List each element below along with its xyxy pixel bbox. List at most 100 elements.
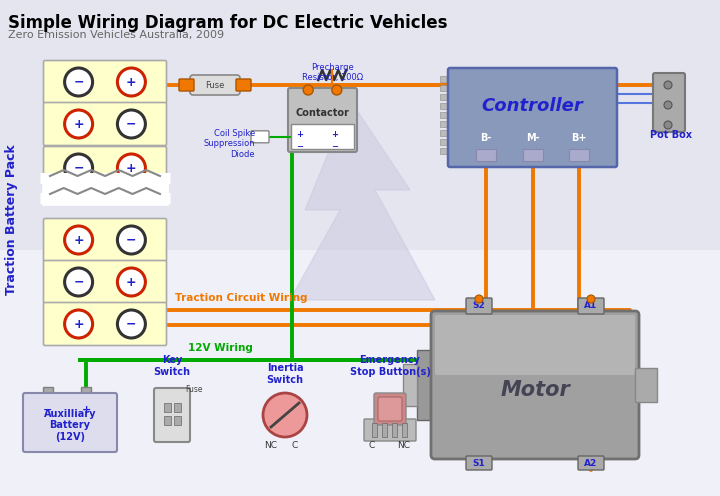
Circle shape <box>117 310 145 338</box>
Text: +: + <box>126 275 137 289</box>
FancyBboxPatch shape <box>190 75 240 95</box>
Bar <box>164 416 171 425</box>
Bar <box>440 139 450 145</box>
Text: Key
Switch: Key Switch <box>153 356 191 377</box>
Text: Traction Battery Pack: Traction Battery Pack <box>6 145 19 296</box>
FancyBboxPatch shape <box>43 103 166 145</box>
Circle shape <box>117 110 145 138</box>
Bar <box>440 121 450 127</box>
Text: +: + <box>73 118 84 130</box>
Circle shape <box>117 154 145 182</box>
Text: Precharge
Resistor, 100Ω: Precharge Resistor, 100Ω <box>302 62 363 82</box>
Bar <box>523 149 542 161</box>
Text: +: + <box>73 317 84 330</box>
Circle shape <box>664 121 672 129</box>
Bar <box>440 112 450 118</box>
FancyBboxPatch shape <box>251 131 269 143</box>
Text: S2: S2 <box>472 302 485 310</box>
Text: +: + <box>81 405 91 415</box>
Bar <box>440 94 450 100</box>
Text: M-: M- <box>526 133 539 143</box>
Text: Traction Circuit Wiring: Traction Circuit Wiring <box>175 293 307 303</box>
Circle shape <box>664 101 672 109</box>
FancyBboxPatch shape <box>578 298 604 314</box>
Text: +: + <box>126 75 137 88</box>
Circle shape <box>65 68 93 96</box>
Text: −: − <box>126 118 137 130</box>
Circle shape <box>65 310 93 338</box>
Bar <box>392 423 397 437</box>
FancyBboxPatch shape <box>43 146 166 189</box>
FancyBboxPatch shape <box>378 397 402 421</box>
Text: Emergency
Stop Button(s): Emergency Stop Button(s) <box>350 356 431 377</box>
FancyBboxPatch shape <box>435 315 635 375</box>
Text: Fuse: Fuse <box>185 385 203 394</box>
Bar <box>477 149 496 161</box>
Bar <box>440 76 450 82</box>
Text: NC: NC <box>264 441 277 450</box>
Bar <box>440 148 450 154</box>
Text: C: C <box>369 441 375 450</box>
Text: Fuse: Fuse <box>205 80 225 89</box>
Text: 12V Wiring: 12V Wiring <box>188 343 253 353</box>
Bar <box>417 350 435 420</box>
Text: A2: A2 <box>585 459 598 469</box>
Circle shape <box>65 154 93 182</box>
Text: Inertia
Switch: Inertia Switch <box>266 364 304 385</box>
Text: Controller: Controller <box>482 97 583 115</box>
Circle shape <box>332 85 342 95</box>
Bar <box>440 130 450 136</box>
Text: A1: A1 <box>585 302 598 310</box>
Bar <box>174 403 181 412</box>
Text: Motor: Motor <box>500 380 570 400</box>
Text: −: − <box>297 142 304 151</box>
FancyBboxPatch shape <box>43 61 166 104</box>
Bar <box>0 250 720 496</box>
Text: −: − <box>73 162 84 175</box>
Text: −: − <box>73 75 84 88</box>
Bar <box>402 423 407 437</box>
Text: −: − <box>331 142 338 151</box>
Circle shape <box>117 68 145 96</box>
Bar <box>372 423 377 437</box>
Text: Zero Emission Vehicles Australia, 2009: Zero Emission Vehicles Australia, 2009 <box>8 30 224 40</box>
Bar <box>42 387 53 395</box>
FancyBboxPatch shape <box>288 88 357 152</box>
Text: −: − <box>42 405 52 415</box>
Circle shape <box>65 226 93 254</box>
FancyBboxPatch shape <box>23 393 117 452</box>
Circle shape <box>664 81 672 89</box>
Circle shape <box>587 295 595 303</box>
Bar <box>0 0 720 250</box>
FancyBboxPatch shape <box>179 79 194 91</box>
Bar <box>440 85 450 91</box>
Text: C: C <box>292 441 298 450</box>
Text: S1: S1 <box>472 459 485 469</box>
Text: +: + <box>331 130 338 139</box>
Bar <box>382 423 387 437</box>
Circle shape <box>65 268 93 296</box>
FancyBboxPatch shape <box>154 388 190 442</box>
Text: −: − <box>73 275 84 289</box>
FancyBboxPatch shape <box>236 79 251 91</box>
FancyBboxPatch shape <box>364 419 416 441</box>
Bar <box>635 368 657 402</box>
Polygon shape <box>290 100 435 300</box>
Text: B-: B- <box>481 133 492 143</box>
Circle shape <box>263 393 307 437</box>
Bar <box>164 403 171 412</box>
FancyBboxPatch shape <box>466 298 492 314</box>
FancyBboxPatch shape <box>43 303 166 346</box>
Text: Contactor: Contactor <box>296 108 349 118</box>
Text: Auxilliary
Battery
(12V): Auxilliary Battery (12V) <box>44 409 96 442</box>
Bar <box>569 149 589 161</box>
Circle shape <box>117 268 145 296</box>
Circle shape <box>65 110 93 138</box>
Text: B+: B+ <box>571 133 587 143</box>
FancyBboxPatch shape <box>374 393 406 425</box>
FancyBboxPatch shape <box>653 73 685 132</box>
FancyBboxPatch shape <box>43 219 166 261</box>
Text: +: + <box>73 234 84 247</box>
Bar <box>81 387 91 395</box>
FancyBboxPatch shape <box>466 456 492 470</box>
